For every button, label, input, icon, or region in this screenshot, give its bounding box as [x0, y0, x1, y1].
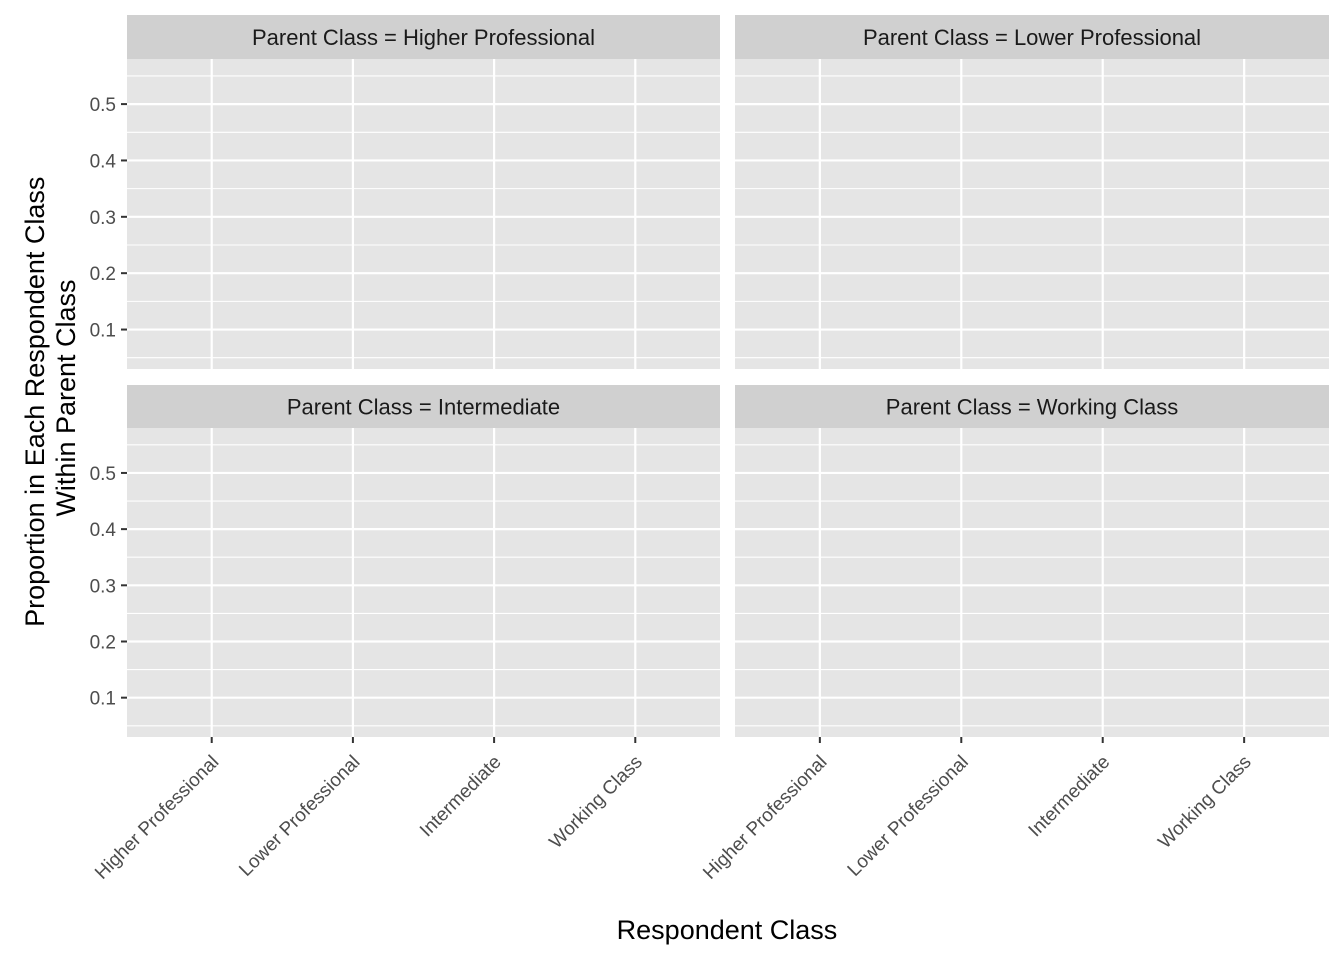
x-axis-title: Respondent Class [617, 915, 838, 945]
x-tick-label: Intermediate [1025, 752, 1115, 842]
y-tick-label: 0.3 [90, 208, 116, 229]
panel-background [127, 428, 720, 737]
x-tick-label: Working Class [546, 752, 647, 853]
y-tick-label: 0.4 [90, 151, 117, 172]
y-tick-label: 0.5 [90, 464, 116, 485]
facet-panel: Parent Class = Intermediate [127, 385, 720, 737]
x-tick-label: Intermediate [416, 752, 506, 842]
x-tick-label: Higher Professional [91, 752, 223, 884]
panel-background [735, 59, 1329, 369]
x-axes: Higher Professional Lower Professional Int… [91, 737, 1256, 884]
y-axis-title: Proportion in Each Respondent Class With… [20, 169, 81, 627]
x-tick-label: Higher Professional [699, 752, 831, 884]
facet-strip-label: Parent Class = Higher Professional [252, 25, 595, 50]
facet-strip [735, 385, 1329, 428]
y-tick-label: 0.4 [90, 520, 117, 541]
x-tick-label: Lower Professional [235, 752, 364, 881]
y-axis-title-line-1: Proportion in Each Respondent Class [20, 177, 50, 627]
facet-strip-label: Parent Class = Working Class [886, 395, 1178, 420]
facet-strip [127, 385, 720, 428]
x-tick-label: Lower Professional [844, 752, 973, 881]
facet-strip [735, 15, 1329, 59]
y-tick-label: 0.2 [90, 632, 116, 653]
facet-panels: Parent Class = Higher Professional Parent… [127, 15, 1329, 737]
facet-panel: Parent Class = Lower Professional [735, 15, 1329, 369]
y-tick-label: 0.3 [90, 576, 116, 597]
y-tick-label: 0.1 [90, 321, 116, 342]
y-tick-label: 0.2 [90, 264, 116, 285]
facet-strip-label: Parent Class = Intermediate [287, 395, 560, 420]
facet-strip-label: Parent Class = Lower Professional [863, 25, 1201, 50]
y-axes: 0.1 0.2 0.3 0.4 0.5 0.1 0.2 0.3 0.4 0.5 [90, 95, 127, 710]
panel-background [735, 428, 1329, 737]
facet-panel: Parent Class = Higher Professional [127, 15, 720, 369]
panel-background [127, 59, 720, 369]
y-tick-label: 0.1 [90, 689, 116, 710]
x-tick-label: Working Class [1154, 752, 1255, 853]
facet-strip [127, 15, 720, 59]
y-axis-title-line-2: Within Parent Class [51, 279, 81, 516]
facet-panel: Parent Class = Working Class [735, 385, 1329, 737]
y-tick-label: 0.5 [90, 95, 116, 116]
